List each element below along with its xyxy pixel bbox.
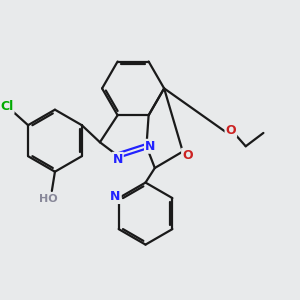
Text: HO: HO <box>39 194 57 204</box>
Text: Cl: Cl <box>0 100 14 113</box>
Text: N: N <box>112 153 123 166</box>
Text: O: O <box>226 124 236 137</box>
Text: O: O <box>182 149 193 162</box>
Text: N: N <box>110 190 121 203</box>
Text: N: N <box>145 140 155 153</box>
